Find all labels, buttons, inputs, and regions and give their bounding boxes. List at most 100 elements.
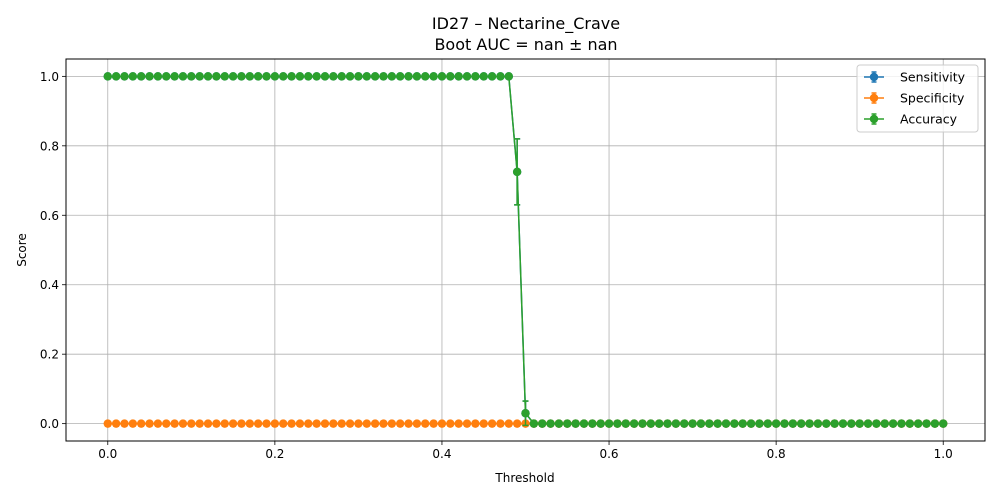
data-point — [178, 419, 188, 428]
data-point — [279, 72, 288, 81]
data-point — [638, 419, 647, 428]
data-point — [253, 419, 263, 428]
data-point — [913, 419, 923, 428]
data-point — [362, 419, 371, 428]
data-point — [880, 419, 889, 428]
grid — [66, 59, 985, 441]
data-point — [512, 167, 522, 177]
data-point — [162, 419, 171, 428]
data-point — [462, 419, 472, 428]
data-point — [446, 72, 455, 81]
data-point — [329, 72, 338, 81]
data-point — [228, 419, 238, 428]
data-point — [162, 72, 171, 81]
data-point — [111, 72, 121, 81]
data-point — [446, 419, 455, 428]
data-point — [930, 419, 940, 428]
data-point — [279, 419, 288, 428]
data-point — [262, 419, 271, 428]
y-tick-label: 0.0 — [40, 417, 59, 431]
data-point — [730, 419, 739, 428]
data-point — [304, 72, 313, 81]
data-point — [362, 72, 371, 81]
data-point — [479, 419, 488, 428]
data-point — [437, 72, 447, 81]
data-point — [245, 419, 254, 428]
data-point — [412, 419, 422, 428]
legend-entry-accuracy: Accuracy — [864, 112, 958, 127]
series-layer — [103, 72, 948, 428]
x-tick-label: 0.2 — [265, 447, 284, 461]
data-point — [897, 419, 906, 428]
data-point — [203, 419, 213, 428]
data-point — [145, 419, 154, 428]
data-point — [304, 419, 313, 428]
data-point — [888, 419, 898, 428]
data-point — [529, 419, 539, 428]
data-point — [822, 419, 831, 428]
data-point — [404, 72, 413, 81]
data-point — [370, 72, 380, 81]
data-point — [437, 419, 447, 428]
data-point — [462, 72, 472, 81]
legend-entry-sensitivity: Sensitivity — [864, 70, 966, 85]
data-point — [379, 419, 388, 428]
data-point — [111, 419, 121, 428]
data-point — [663, 419, 672, 428]
data-point — [220, 72, 229, 81]
chart-title: ID27 – Nectarine_Crave — [432, 14, 620, 34]
data-point — [103, 72, 112, 81]
data-point — [905, 419, 915, 428]
chart-subtitle: Boot AUC = nan ± nan — [434, 35, 617, 54]
data-point — [421, 419, 430, 428]
data-point — [387, 72, 397, 81]
data-point — [546, 419, 555, 428]
data-point — [395, 72, 405, 81]
data-point — [320, 419, 330, 428]
data-point — [471, 419, 480, 428]
data-point — [855, 419, 864, 428]
data-point — [170, 419, 179, 428]
legend-label: Accuracy — [900, 112, 958, 127]
data-point — [504, 419, 513, 428]
data-point — [395, 419, 405, 428]
data-point — [128, 72, 138, 81]
ticks: 0.0 0.2 0.4 0.6 0.8 1.0 0.0 0.2 0.4 0.6 0.8 1.0 — [40, 70, 953, 461]
data-point — [145, 72, 154, 81]
data-point — [387, 419, 397, 428]
data-point — [771, 419, 781, 428]
data-point — [521, 409, 530, 418]
data-point — [270, 419, 280, 428]
data-point — [496, 72, 505, 81]
data-point — [421, 72, 430, 81]
data-point — [847, 419, 856, 428]
data-point — [170, 72, 179, 81]
data-point — [721, 419, 731, 428]
legend-entry-specificity: Specificity — [864, 91, 965, 106]
data-point — [613, 419, 622, 428]
data-point — [253, 72, 263, 81]
data-point — [195, 72, 204, 81]
data-point — [838, 419, 848, 428]
data-point — [354, 72, 363, 81]
series-sensitivity — [103, 72, 948, 428]
y-tick-label: 0.8 — [40, 139, 59, 153]
data-point — [738, 419, 747, 428]
data-point — [220, 419, 229, 428]
data-point — [153, 72, 163, 81]
data-point — [813, 419, 823, 428]
data-point — [746, 419, 756, 428]
x-tick-label: 1.0 — [934, 447, 953, 461]
data-point — [571, 419, 580, 428]
data-point — [479, 72, 488, 81]
legend-marker — [869, 72, 879, 82]
data-point — [404, 419, 413, 428]
data-point — [120, 419, 129, 428]
data-point — [471, 72, 480, 81]
series-line — [107, 75, 944, 425]
data-point — [538, 419, 547, 428]
data-point — [454, 72, 463, 81]
data-point — [178, 72, 188, 81]
legend-marker — [869, 114, 879, 124]
